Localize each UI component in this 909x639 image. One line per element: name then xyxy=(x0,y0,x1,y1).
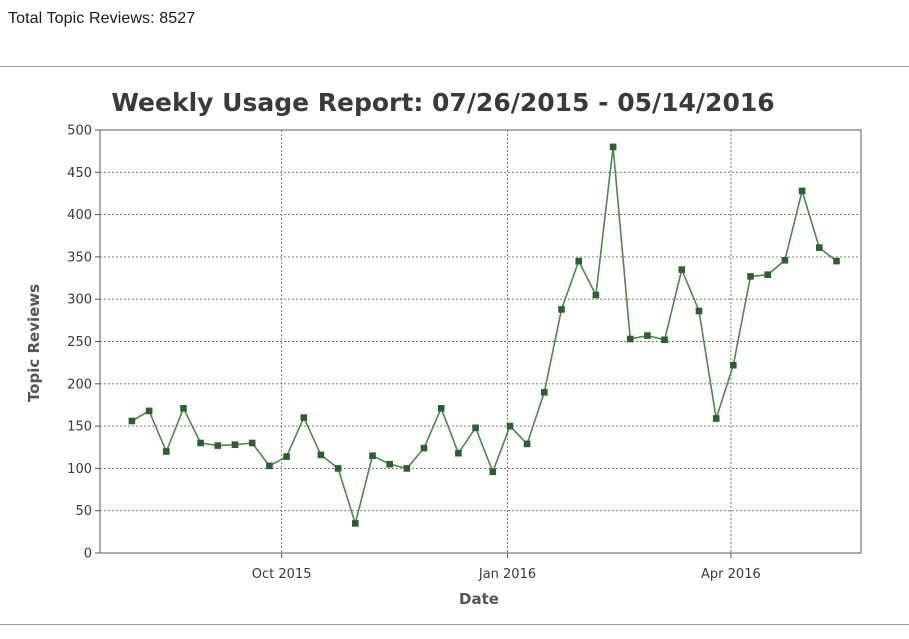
data-point xyxy=(541,389,548,396)
data-point xyxy=(506,422,514,430)
marker-layer xyxy=(128,143,840,527)
y-axis-label: Topic Reviews xyxy=(25,284,43,402)
data-point xyxy=(214,442,222,449)
data-point xyxy=(369,452,376,459)
data-point xyxy=(437,405,445,412)
data-point xyxy=(575,257,582,265)
x-tick-label: Jan 2016 xyxy=(478,567,536,582)
data-point xyxy=(798,187,806,195)
top-divider xyxy=(0,66,909,67)
data-point xyxy=(661,336,668,344)
data-point xyxy=(558,306,565,313)
data-point xyxy=(644,332,651,339)
data-point xyxy=(248,439,256,447)
data-point xyxy=(317,451,325,459)
data-point xyxy=(266,462,273,470)
y-tick-label: 500 xyxy=(67,124,92,139)
y-tick-label: 200 xyxy=(67,377,92,392)
data-point xyxy=(730,361,737,369)
data-point xyxy=(403,465,411,472)
data-point xyxy=(472,424,479,432)
axis-layer: 0 50 100 150 200 250 300 350 400 450 500 Oct 2015 Ja… xyxy=(67,124,761,583)
data-point xyxy=(489,468,497,476)
data-point xyxy=(145,407,153,415)
data-point xyxy=(197,439,204,447)
data-point xyxy=(695,307,703,315)
data-point xyxy=(764,271,771,278)
data-point xyxy=(609,143,617,151)
data-point xyxy=(128,417,136,425)
y-tick-label: 150 xyxy=(67,420,92,435)
data-point xyxy=(420,444,428,452)
data-point xyxy=(300,414,308,421)
chart-title: Weekly Usage Report: 07/26/2015 - 05/14/… xyxy=(111,88,774,117)
y-tick-label: 450 xyxy=(67,166,92,181)
data-point xyxy=(678,266,686,273)
y-tick-label: 250 xyxy=(67,335,92,350)
data-point xyxy=(386,460,393,468)
data-point xyxy=(231,441,239,448)
data-point xyxy=(712,415,720,422)
y-tick-label: 0 xyxy=(84,547,92,562)
data-point xyxy=(163,448,170,455)
data-point xyxy=(455,449,462,457)
y-tick-label: 350 xyxy=(67,250,92,265)
data-point xyxy=(781,257,789,264)
data-point xyxy=(180,405,187,412)
y-tick-label: 100 xyxy=(67,462,92,477)
data-point xyxy=(626,335,634,343)
x-tick-label: Oct 2015 xyxy=(252,567,312,582)
y-tick-label: 50 xyxy=(75,504,92,519)
data-point xyxy=(747,273,754,280)
data-point xyxy=(592,291,600,299)
y-tick-label: 400 xyxy=(67,208,92,223)
grid-layer xyxy=(100,129,861,553)
data-point xyxy=(334,465,342,472)
bottom-divider xyxy=(0,624,909,625)
data-point xyxy=(523,440,531,448)
data-point xyxy=(352,520,359,527)
total-topic-reviews: Total Topic Reviews: 8527 xyxy=(8,10,196,27)
data-point xyxy=(816,244,823,251)
data-point xyxy=(833,257,840,265)
x-axis-label: Date xyxy=(459,590,499,608)
y-tick-label: 300 xyxy=(67,293,92,308)
data-point xyxy=(283,453,290,460)
x-tick-label: Apr 2016 xyxy=(701,567,761,582)
